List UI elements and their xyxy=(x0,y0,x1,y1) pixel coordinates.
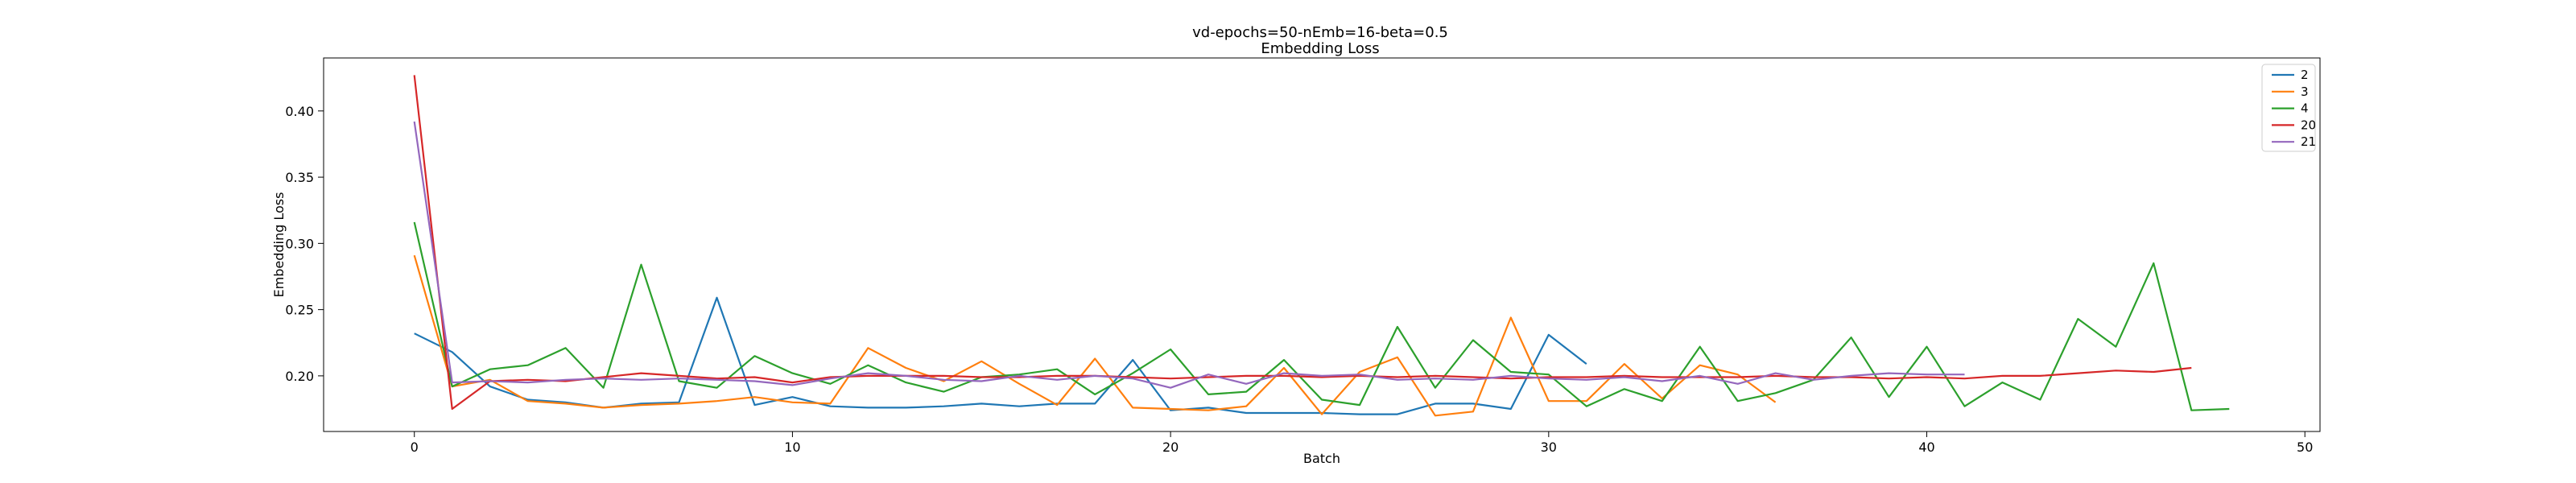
series-line-4 xyxy=(413,221,2230,411)
plot-area xyxy=(323,57,2321,432)
legend-label-4: 4 xyxy=(2301,101,2309,116)
series-line-3 xyxy=(413,254,1777,417)
series-line-21 xyxy=(413,121,1965,389)
chart-title: vd-epochs=50-nEmb=16-beta=0.5 xyxy=(1192,24,1448,41)
x-tick-label: 0 xyxy=(411,440,419,455)
y-tick-label: 0.20 xyxy=(285,369,314,384)
y-axis: 0.20 0.25 0.30 0.35 0.40 xyxy=(285,104,324,384)
x-tick-label: 50 xyxy=(2297,440,2313,455)
legend-label-21: 21 xyxy=(2301,134,2316,149)
x-tick-label: 40 xyxy=(1918,440,1934,455)
x-axis: 0 10 20 30 40 50 xyxy=(411,431,2313,455)
legend-label-20: 20 xyxy=(2301,118,2316,132)
chart-subtitle: Embedding Loss xyxy=(1261,40,1379,57)
y-tick-label: 0.35 xyxy=(285,170,314,185)
legend: 2 3 4 20 21 xyxy=(2261,64,2316,152)
series-line-20 xyxy=(413,75,2192,411)
series-lines xyxy=(413,75,2230,417)
y-tick-label: 0.40 xyxy=(285,104,314,119)
x-axis-label: Batch xyxy=(1303,451,1340,466)
y-axis-label: Embedding Loss xyxy=(271,192,287,298)
y-tick-label: 0.25 xyxy=(285,303,314,318)
x-tick-label: 30 xyxy=(1541,440,1557,455)
y-tick-label: 0.30 xyxy=(285,236,314,251)
x-tick-label: 10 xyxy=(784,440,800,455)
legend-label-2: 2 xyxy=(2301,68,2309,82)
legend-label-3: 3 xyxy=(2301,85,2309,99)
x-tick-label: 20 xyxy=(1162,440,1179,455)
